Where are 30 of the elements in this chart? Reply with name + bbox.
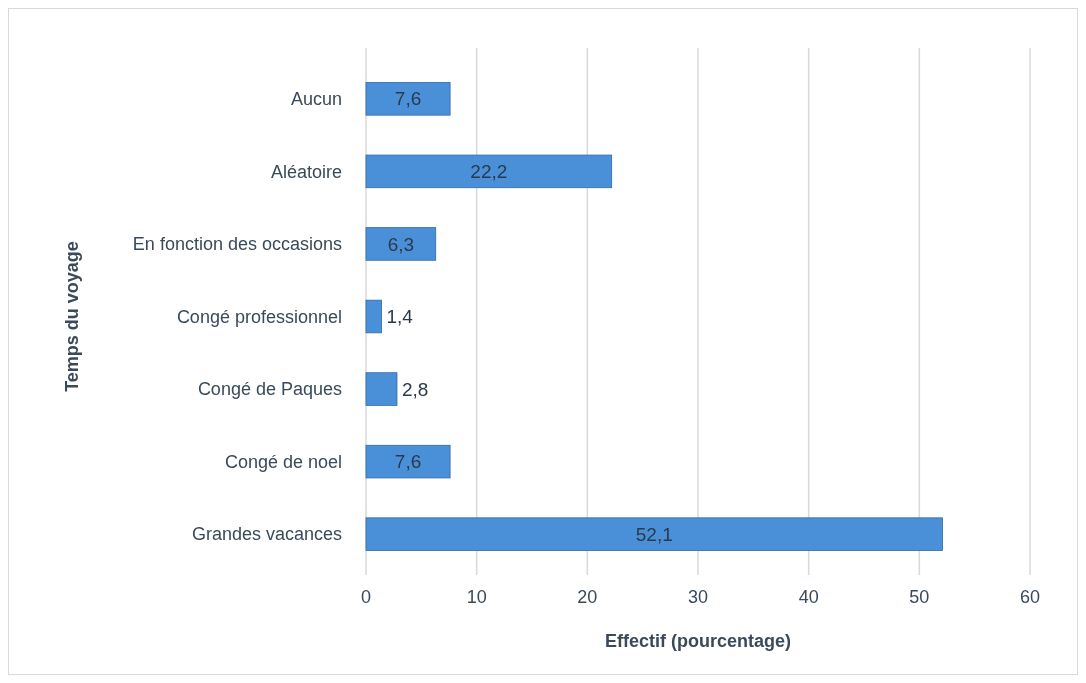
y-axis-title: Temps du voyage [62,241,82,392]
data-label: 7,6 [394,451,422,473]
y-tick-label: En fonction des occasions [132,234,342,255]
x-tick-label: 30 [687,587,709,607]
data-label: 2,8 [401,378,429,400]
bar [365,372,398,406]
bar [365,444,451,479]
bar [365,154,613,189]
y-tick-label: Congé de Paques [197,379,342,400]
x-tick-label: 60 [1019,587,1041,607]
bar [365,82,451,116]
x-axis-title: Effectif (pourcentage) [604,631,792,651]
x-tick-label: 50 [909,587,930,607]
data-label: 52,1 [635,523,673,545]
data-label: 22,2 [470,161,508,183]
x-tick-label: 0 [360,587,372,607]
y-tick-label: Grandes vacances [191,524,342,545]
bar [365,227,437,261]
bar [365,517,943,551]
bar [365,299,382,334]
x-tick-label: 40 [798,587,819,607]
y-tick-label: Aucun [290,89,342,110]
y-tick-label: Aléatoire [270,161,342,182]
data-label: 7,6 [394,88,422,110]
y-tick-label: Congé de noel [224,451,342,472]
y-tick-label: Congé professionnel [176,306,342,327]
x-tick-label: 20 [577,587,598,607]
x-tick-label: 10 [466,587,487,607]
data-label: 1,4 [386,306,414,328]
data-label: 6,3 [387,233,415,255]
